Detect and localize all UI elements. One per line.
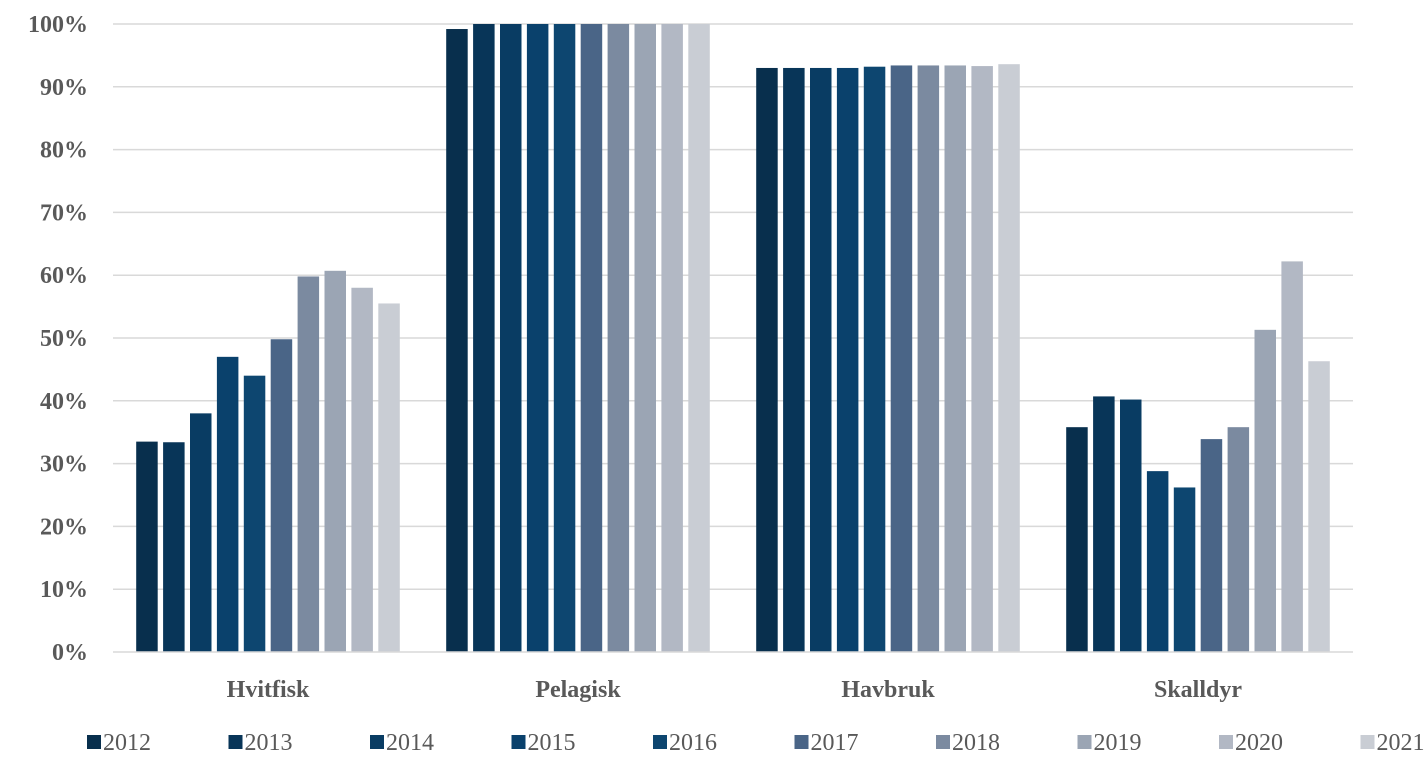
- bar-2013-skalldyr: [1093, 396, 1115, 652]
- bar-2013-hvitfisk: [163, 442, 185, 652]
- bar-2017-pelagisk: [580, 24, 603, 652]
- bar-2021-havbruk: [998, 64, 1020, 652]
- bar-2017-havbruk: [890, 65, 913, 652]
- bar-2018-havbruk: [917, 65, 940, 652]
- bar-2017-skalldyr: [1200, 439, 1223, 652]
- legend-label-2012: 2012: [103, 730, 151, 756]
- bar-2021-hvitfisk: [378, 303, 400, 652]
- legend-label-2014: 2014: [386, 730, 434, 756]
- legend-swatch-2015: [511, 735, 526, 749]
- bar-2020-hvitfisk: [351, 287, 373, 652]
- legend-swatch-2014: [370, 735, 384, 749]
- bar-2021-pelagisk: [688, 24, 710, 652]
- bar-2021-skalldyr: [1308, 361, 1330, 652]
- legend-swatch-2016: [653, 735, 667, 749]
- bar-2015-hvitfisk: [216, 356, 239, 652]
- x-category-label: Pelagisk: [535, 677, 621, 703]
- legend-label-2019: 2019: [1094, 730, 1142, 756]
- bar-2017-hvitfisk: [270, 339, 293, 652]
- bar-2016-skalldyr: [1173, 487, 1196, 652]
- bar-2014-hvitfisk: [190, 413, 212, 652]
- y-tick-label: 70%: [40, 200, 88, 226]
- bar-2012-skalldyr: [1066, 427, 1088, 652]
- bar-2016-havbruk: [863, 66, 886, 653]
- y-tick-label: 10%: [40, 577, 88, 603]
- bar-2012-hvitfisk: [136, 441, 158, 652]
- legend-label-2020: 2020: [1235, 730, 1283, 756]
- legend-swatch-2013: [228, 735, 243, 749]
- y-tick-label: 80%: [40, 138, 88, 164]
- bars: [136, 24, 1330, 653]
- y-tick-label: 0%: [52, 640, 88, 666]
- gridlines: [113, 23, 1353, 590]
- bar-2012-havbruk: [756, 67, 778, 652]
- legend-label-2013: 2013: [245, 730, 293, 756]
- y-axis-tick-labels: 0% 10% 20% 30% 40% 50% 60% 70% 80% 90% 100%: [28, 12, 88, 666]
- bar-2020-havbruk: [971, 66, 993, 653]
- legend-swatch-2017: [794, 735, 809, 749]
- bar-2012-pelagisk: [446, 29, 468, 653]
- bar-2014-skalldyr: [1120, 399, 1142, 652]
- y-tick-label: 100%: [28, 12, 88, 38]
- legend-swatch-2019: [1077, 735, 1092, 749]
- bar-2018-pelagisk: [607, 24, 630, 652]
- y-tick-label: 20%: [40, 514, 88, 540]
- bar-2015-pelagisk: [526, 24, 549, 652]
- bar-2019-skalldyr: [1254, 329, 1276, 652]
- bar-2015-havbruk: [836, 67, 859, 652]
- x-category-label: Hvitfisk: [227, 677, 310, 703]
- y-tick-label: 90%: [40, 75, 88, 101]
- legend-label-2021: 2021: [1377, 730, 1425, 756]
- bar-2013-pelagisk: [473, 24, 495, 652]
- bar-2019-havbruk: [944, 65, 966, 652]
- x-category-label: Havbruk: [841, 677, 935, 703]
- legend-label-2017: 2017: [811, 730, 859, 756]
- legend-label-2018: 2018: [952, 730, 1000, 756]
- bar-2015-skalldyr: [1146, 471, 1169, 652]
- legend-swatch-2021: [1360, 735, 1375, 749]
- y-tick-label: 50%: [40, 326, 88, 352]
- x-category-label: Skalldyr: [1154, 677, 1242, 703]
- bar-2014-havbruk: [810, 67, 832, 652]
- x-axis-category-labels: Hvitfisk Pelagisk Havbruk Skalldyr: [227, 677, 1243, 703]
- bar-2020-skalldyr: [1281, 261, 1303, 652]
- y-tick-label: 60%: [40, 263, 88, 289]
- y-tick-label: 40%: [40, 389, 88, 415]
- bar-2014-pelagisk: [500, 24, 522, 652]
- legend: 2012 2013 2014 2015 2016 2017 2018 2019 2020 2021: [87, 730, 1425, 756]
- bar-2020-pelagisk: [661, 24, 683, 652]
- legend-swatch-2018: [936, 735, 950, 749]
- bar-2018-skalldyr: [1227, 427, 1250, 652]
- legend-label-2016: 2016: [669, 730, 717, 756]
- legend-swatch-2012: [87, 735, 101, 749]
- bar-2016-hvitfisk: [243, 375, 266, 652]
- legend-label-2015: 2015: [528, 730, 576, 756]
- bar-2018-hvitfisk: [297, 276, 320, 652]
- bar-2019-pelagisk: [634, 24, 656, 652]
- legend-swatch-2020: [1219, 735, 1233, 749]
- bar-2019-hvitfisk: [324, 270, 346, 652]
- y-tick-label: 30%: [40, 452, 88, 478]
- bar-2016-pelagisk: [553, 24, 576, 652]
- bar-2013-havbruk: [783, 67, 805, 652]
